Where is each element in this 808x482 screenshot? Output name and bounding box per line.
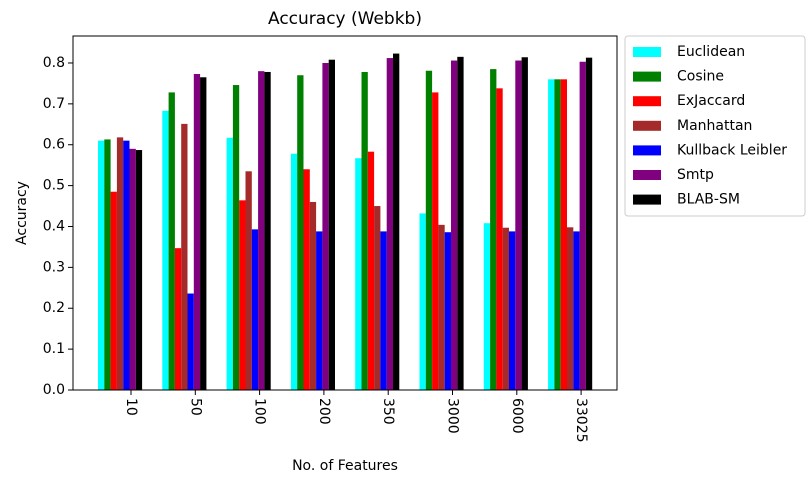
x-tick-label: 6000: [509, 398, 525, 434]
bar: [226, 137, 233, 390]
legend-swatch: [633, 194, 661, 205]
y-tick-label: 0.6: [43, 137, 65, 153]
bar: [239, 200, 246, 390]
bar: [585, 57, 593, 390]
legend-label: Smtp: [677, 167, 714, 183]
x-tick-label: 3000: [445, 398, 461, 434]
bar: [232, 85, 240, 391]
bar: [367, 151, 375, 390]
plot-frame: [72, 35, 618, 391]
bar: [483, 223, 491, 390]
bar: [168, 92, 175, 391]
bar: [432, 92, 439, 391]
bar: [502, 227, 509, 390]
legend-swatch: [633, 120, 661, 131]
y-tick-label: 0.5: [43, 178, 65, 194]
bar: [181, 123, 188, 390]
bar: [309, 201, 317, 390]
y-tick-label: 0.4: [43, 218, 65, 234]
bar: [258, 71, 265, 391]
bar: [560, 79, 567, 390]
bar: [386, 58, 393, 390]
x-tick-label: 10: [123, 398, 139, 416]
bar: [322, 62, 329, 390]
bar: [509, 231, 516, 390]
bar: [438, 224, 445, 390]
bar: [110, 191, 117, 390]
bar: [496, 88, 503, 390]
legend-label: Kullback Leibler: [677, 142, 787, 158]
y-tick-label: 0.3: [43, 259, 65, 275]
bar: [457, 56, 464, 391]
legend-label: ExJaccard: [677, 93, 745, 109]
bar: [361, 71, 368, 390]
legend-label: Euclidean: [677, 44, 745, 60]
bar: [419, 213, 426, 390]
legend-label: Cosine: [677, 69, 724, 85]
legend-box: [624, 35, 806, 217]
x-axis-label: No. of Features: [292, 458, 398, 474]
bar: [374, 206, 381, 390]
bar: [316, 231, 323, 390]
bar: [490, 69, 497, 391]
bar: [123, 140, 130, 390]
bar: [98, 140, 105, 390]
legend-swatch: [633, 145, 661, 156]
bar: [579, 61, 586, 390]
bar: [200, 77, 207, 390]
bar: [116, 137, 124, 390]
x-tick-label: 200: [316, 398, 332, 425]
bar: [129, 148, 136, 390]
bar: [251, 229, 259, 390]
bar: [548, 79, 555, 390]
bar: [187, 293, 194, 390]
bar: [515, 60, 522, 391]
bar: [328, 59, 335, 390]
bar: [104, 139, 111, 390]
bar: [297, 75, 304, 390]
bar: [264, 71, 271, 390]
y-tick-label: 0.1: [43, 341, 65, 357]
bar: [303, 169, 310, 390]
bar: [451, 60, 458, 391]
legend-label: BLAB-SM: [677, 192, 740, 208]
bar: [355, 158, 362, 390]
bar: [567, 227, 574, 390]
chart-title: Accuracy (Webkb): [268, 9, 422, 29]
y-tick-label: 0.7: [43, 96, 65, 112]
y-tick-label: 0.0: [43, 382, 65, 398]
bar: [245, 171, 252, 390]
bar: [193, 74, 201, 390]
y-tick-label: 0.8: [43, 55, 65, 71]
bar: [554, 79, 561, 390]
bar: [393, 53, 400, 391]
bar: [521, 57, 528, 391]
legend-swatch: [633, 170, 661, 180]
legend-swatch: [633, 71, 661, 82]
bar: [174, 248, 182, 390]
bar: [573, 231, 580, 390]
bar: [380, 231, 387, 390]
x-tick-label: 350: [380, 398, 396, 425]
y-tick-label: 0.2: [43, 300, 65, 316]
bar: [135, 150, 143, 390]
bar: [290, 153, 298, 390]
legend-swatch: [633, 47, 661, 57]
bar: [444, 232, 451, 390]
legend-swatch: [633, 96, 661, 107]
x-tick-label: 33025: [573, 398, 589, 443]
x-tick-label: 50: [187, 398, 203, 416]
bar: [425, 70, 433, 390]
legend-label: Manhattan: [677, 118, 752, 134]
x-tick-label: 100: [252, 398, 268, 425]
bar: [162, 110, 169, 391]
y-axis-label: Accuracy: [14, 181, 30, 245]
